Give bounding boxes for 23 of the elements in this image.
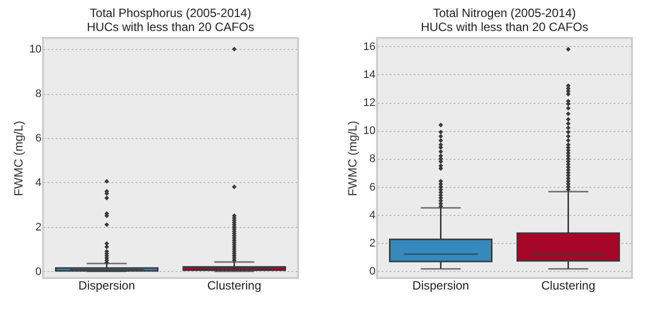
- y-tick-label: 8: [35, 88, 42, 100]
- y-tick-label: 14: [363, 68, 376, 81]
- y-tick-label: 12: [363, 97, 376, 110]
- y-axis-title: FWMC (mg/L): [345, 120, 360, 196]
- y-tick-label: 8: [369, 153, 376, 166]
- y-axis-title: FWMC (mg/L): [11, 120, 26, 196]
- chart-title: Total Phosphorus (2005-2014) HUCs with less than 20 CAFOs: [86, 6, 254, 34]
- x-tick-label: Clustering: [207, 278, 262, 292]
- chart-title: Total Nitrogen (2005-2014) HUCs with less than 20 CAFOs: [420, 6, 588, 34]
- x-tick-label: Dispersion: [412, 278, 470, 292]
- y-tick-label: 2: [369, 237, 376, 250]
- y-tick-label: 10: [29, 44, 42, 56]
- y-tick-label: 4: [369, 209, 376, 222]
- x-tick-label: Dispersion: [78, 278, 136, 292]
- y-tick-label: 6: [369, 181, 376, 194]
- y-tick-label: 0: [35, 266, 42, 278]
- y-tick-label: 10: [363, 125, 376, 138]
- y-tick-label: 16: [363, 40, 376, 53]
- x-tick-label: Clustering: [541, 278, 596, 292]
- y-tick-label: 0: [369, 265, 376, 278]
- y-tick-label: 6: [35, 132, 42, 144]
- y-tick-label: 2: [35, 221, 42, 234]
- y-tick-label: 4: [35, 176, 42, 189]
